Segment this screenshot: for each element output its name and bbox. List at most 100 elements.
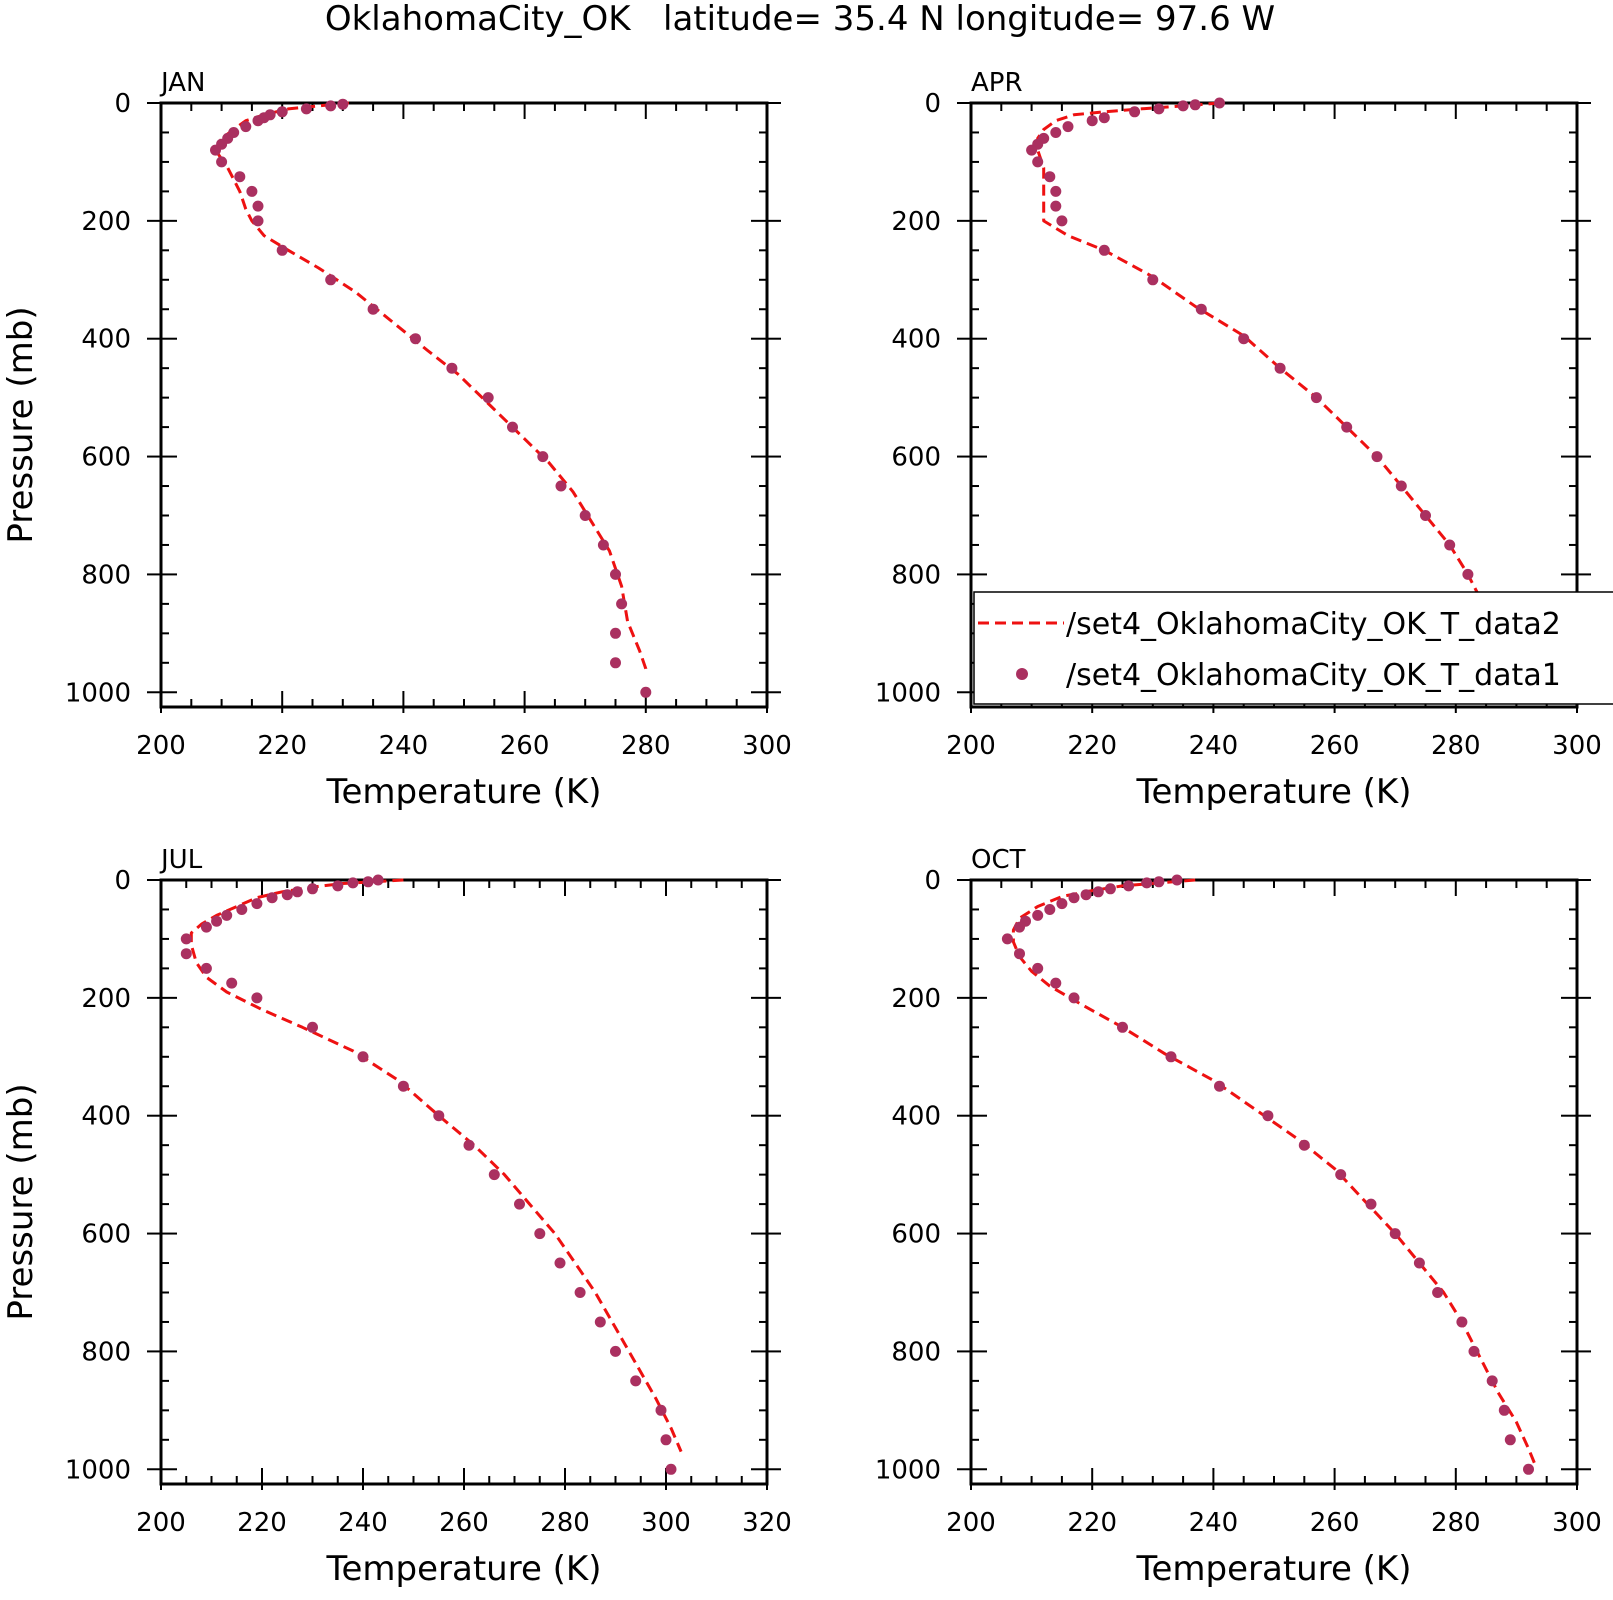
data-point-data1 [610,657,621,669]
data-point-data1 [1341,421,1353,433]
data-point-data1 [616,598,628,610]
data-point-data1 [252,215,264,227]
y-tick-label: 200 [891,207,941,237]
data-point-data1 [1123,880,1135,892]
data-point-data1 [1014,921,1025,933]
data-point-data1 [1080,889,1092,901]
data-point-data1 [246,185,258,197]
panel-label: JAN [159,68,205,98]
data-point-data1 [554,1257,566,1269]
data-point-data1 [1098,112,1110,124]
x-tick-label: 280 [1431,1508,1481,1538]
x-tick-label: 220 [1067,1508,1117,1538]
data-point-data1 [1153,103,1165,115]
data-point-data1 [1050,977,1062,989]
data-point-data1 [1371,451,1383,463]
data-point-data1 [1050,127,1062,138]
x-axis-title: Temperature (K) [1135,772,1411,812]
data-point-data1 [1462,568,1474,580]
data-point-data1 [1468,1345,1480,1357]
data-point-data1 [281,889,293,901]
data-point-data1 [1420,510,1431,521]
data-point-data1 [1050,200,1062,212]
data-point-data1 [180,933,192,945]
data-point-data1 [1298,1139,1310,1151]
figure-title: OklahomaCity_OK latitude= 35.4 N longitu… [325,0,1275,39]
data-point-data1 [1044,904,1056,915]
legend-dot-sample [1016,668,1028,680]
x-tick-label: 300 [1552,731,1602,761]
data-point-data1 [1104,883,1116,895]
y-tick-label: 600 [891,443,941,473]
data-point-data1 [1129,106,1141,118]
data-point-data1 [1504,1434,1516,1446]
x-tick-label: 220 [1067,731,1117,761]
y-tick-label: 1000 [875,678,941,708]
data-point-data1 [1498,1404,1510,1416]
y-tick-label: 0 [114,89,131,119]
x-axis-title: Temperature (K) [325,1549,601,1589]
plot-frame [969,878,1579,1486]
data-point-data1 [200,921,212,933]
data-point-data1 [276,106,288,118]
data-point-data1 [307,883,318,895]
x-tick-label: 240 [379,731,429,761]
panel-label: JUL [159,845,203,875]
x-tick-label: 220 [237,1508,287,1538]
data-point-data1 [1014,948,1025,960]
y-tick-label: 400 [81,325,131,355]
data-point-data1 [252,200,264,212]
data-point-data1 [610,568,621,580]
panel-oct: OCT 200 220 240 260 280 300 0 200 400 600 800 1000 Te… [875,845,1602,1589]
data-point-data1 [251,992,263,1004]
data-point-data1 [579,510,591,521]
x-tick-label: 200 [136,731,186,761]
data-point-data1 [1086,115,1098,127]
y-tick-label: 800 [891,560,941,590]
data-point-data1 [216,156,228,168]
data-point-data1 [630,1375,642,1387]
legend-box [973,591,1613,705]
data-point-data1 [597,539,609,551]
y-tick-label: 800 [891,1337,941,1367]
data-point-data1 [574,1287,586,1298]
y-tick-label: 0 [114,866,131,896]
panel-label: APR [971,68,1023,98]
data-point-data1 [610,627,621,639]
data-point-data1 [410,333,421,345]
data-point-data1 [1444,539,1456,551]
data-point-data1 [1056,215,1068,227]
y-tick-label: 200 [81,207,131,237]
data-point-data1 [446,362,458,374]
data-point-data1 [1238,333,1250,345]
data-point-data1 [1153,876,1165,888]
data-point-data1 [610,1345,621,1357]
panel-label: OCT [971,845,1026,875]
data-point-data1 [325,274,337,286]
series-line-data2 [214,101,648,675]
legend: /set4_OklahomaCity_OK_T_data2 /set4_Okla… [973,591,1613,705]
data-point-data1 [1395,480,1407,492]
data-point-data1 [1044,171,1056,183]
data-point-data1 [1214,1080,1225,1092]
x-tick-label: 320 [742,1508,792,1538]
y-tick-label: 600 [891,1220,941,1250]
data-point-data1 [325,100,337,112]
x-tick-label: 220 [257,731,307,761]
data-point-data1 [640,686,652,698]
y-tick-label: 200 [81,984,131,1014]
data-point-data1 [367,303,379,315]
data-point-data1 [252,115,264,127]
data-point-data1 [1456,1316,1468,1328]
y-tick-label: 1000 [875,1455,941,1485]
data-point-data1 [1335,1169,1347,1181]
y-axis-title: Pressure (mb) [1,1083,41,1320]
series-line-data2 [189,878,683,1453]
data-point-data1 [1026,144,1038,156]
data-point-data1 [347,877,359,889]
x-axis-title: Temperature (K) [1135,1549,1411,1589]
x-tick-label: 260 [1310,1508,1360,1538]
x-axis-title: Temperature (K) [325,772,601,812]
data-point-data1 [1141,877,1153,889]
data-point-data1 [1310,392,1322,404]
